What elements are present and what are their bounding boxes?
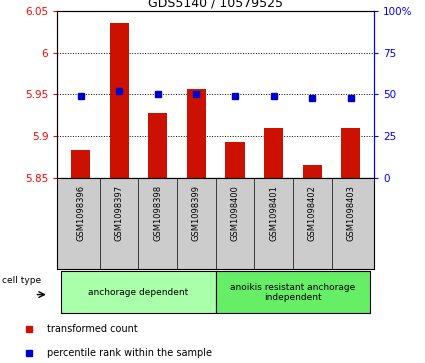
Bar <box>303 165 322 178</box>
Bar <box>110 23 129 178</box>
Bar <box>148 113 167 178</box>
Bar <box>187 89 206 178</box>
Text: GSM1098399: GSM1098399 <box>192 185 201 241</box>
Bar <box>216 271 370 313</box>
Text: GSM1098403: GSM1098403 <box>346 185 355 241</box>
Text: transformed count: transformed count <box>47 324 137 334</box>
Text: anoikis resistant anchorage
independent: anoikis resistant anchorage independent <box>230 282 356 302</box>
Text: GSM1098397: GSM1098397 <box>115 185 124 241</box>
Text: anchorage dependent: anchorage dependent <box>88 288 189 297</box>
Text: GSM1098400: GSM1098400 <box>230 185 240 241</box>
Text: GSM1098396: GSM1098396 <box>76 185 85 241</box>
Title: GDS5140 / 10579525: GDS5140 / 10579525 <box>148 0 283 10</box>
Text: GSM1098401: GSM1098401 <box>269 185 278 241</box>
Bar <box>225 142 245 178</box>
Bar <box>71 150 90 178</box>
Bar <box>61 271 216 313</box>
Text: GSM1098398: GSM1098398 <box>153 185 162 241</box>
Bar <box>264 128 283 178</box>
Text: GSM1098402: GSM1098402 <box>308 185 317 241</box>
Text: cell type: cell type <box>2 276 41 285</box>
Text: percentile rank within the sample: percentile rank within the sample <box>47 348 212 358</box>
Bar <box>341 128 360 178</box>
